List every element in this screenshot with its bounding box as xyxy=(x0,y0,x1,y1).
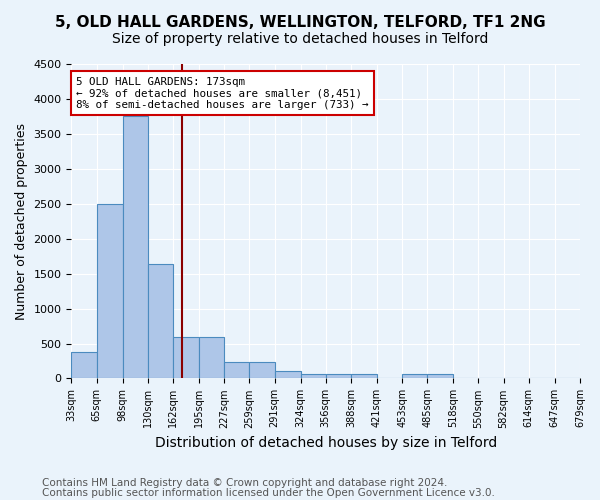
Bar xyxy=(301,374,326,378)
Bar xyxy=(250,362,275,378)
Text: Size of property relative to detached houses in Telford: Size of property relative to detached ho… xyxy=(112,32,488,46)
Bar xyxy=(122,116,148,378)
Bar xyxy=(199,336,224,378)
Bar xyxy=(97,204,122,378)
Text: Contains public sector information licensed under the Open Government Licence v3: Contains public sector information licen… xyxy=(42,488,495,498)
Bar xyxy=(351,374,377,378)
Bar xyxy=(326,374,351,378)
Bar xyxy=(224,362,250,378)
Bar xyxy=(173,336,199,378)
Text: 5 OLD HALL GARDENS: 173sqm
← 92% of detached houses are smaller (8,451)
8% of se: 5 OLD HALL GARDENS: 173sqm ← 92% of deta… xyxy=(76,76,369,110)
Bar xyxy=(402,374,427,378)
Bar xyxy=(427,374,453,378)
Y-axis label: Number of detached properties: Number of detached properties xyxy=(15,122,28,320)
Text: Contains HM Land Registry data © Crown copyright and database right 2024.: Contains HM Land Registry data © Crown c… xyxy=(42,478,448,488)
Bar xyxy=(148,264,173,378)
Bar xyxy=(275,371,301,378)
X-axis label: Distribution of detached houses by size in Telford: Distribution of detached houses by size … xyxy=(155,436,497,450)
Bar xyxy=(71,352,97,378)
Text: 5, OLD HALL GARDENS, WELLINGTON, TELFORD, TF1 2NG: 5, OLD HALL GARDENS, WELLINGTON, TELFORD… xyxy=(55,15,545,30)
